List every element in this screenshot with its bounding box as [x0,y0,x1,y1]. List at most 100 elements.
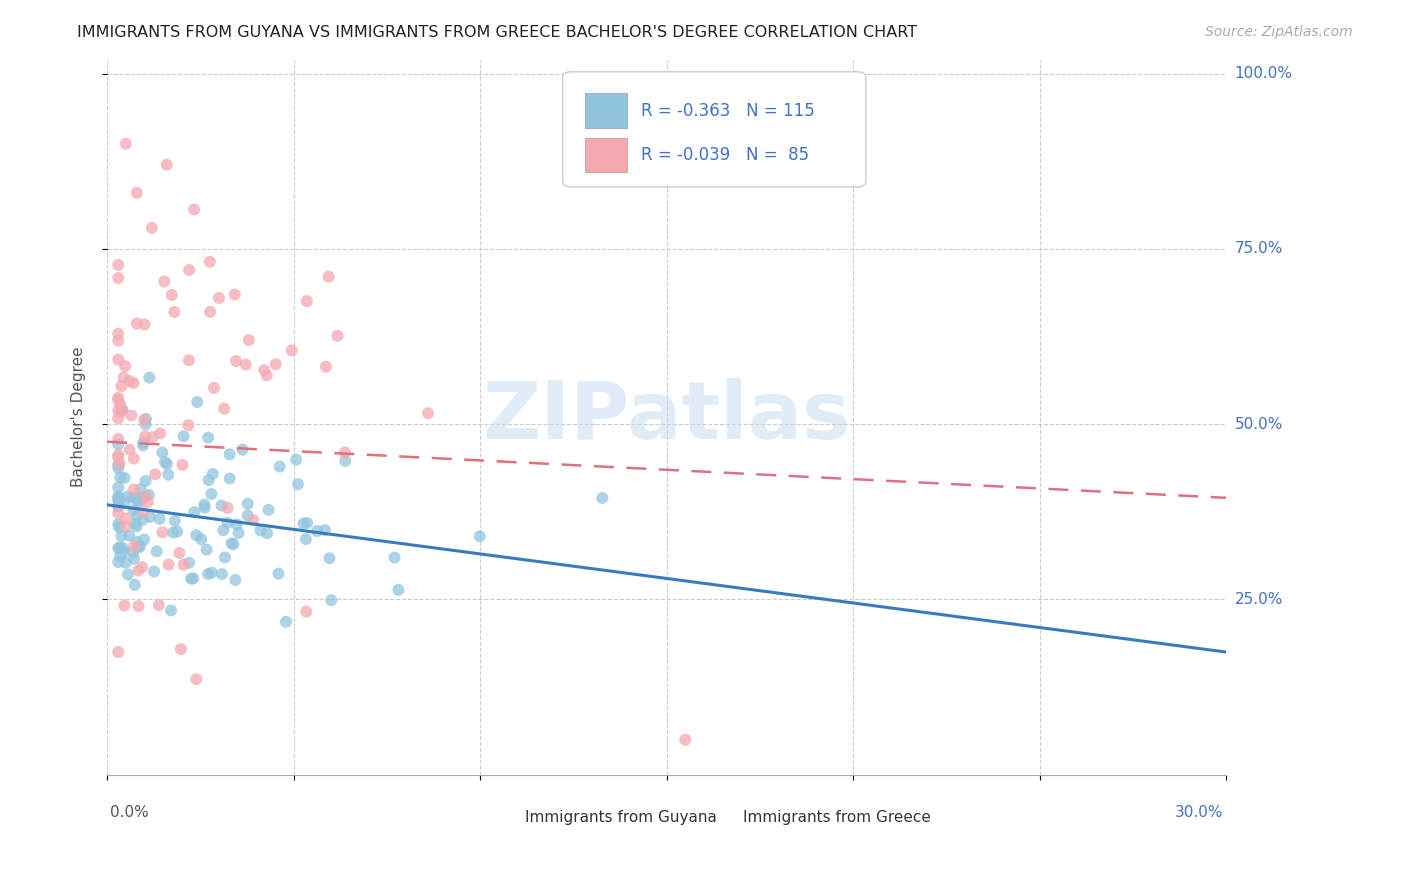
Point [125,186,148,200]
Point [107,411,129,425]
Point [208,291,231,305]
Point [242,513,264,527]
Point [198,254,221,268]
Point [280,343,302,358]
Point [416,406,439,420]
FancyBboxPatch shape [711,798,737,821]
Point [177,418,200,433]
Point [127,508,149,523]
Point [197,473,219,487]
Text: R = -0.363   N = 115: R = -0.363 N = 115 [641,102,814,120]
Point [122,491,145,505]
Point [107,555,129,569]
Point [107,393,129,408]
Point [134,318,156,332]
Point [138,370,160,384]
Point [222,537,245,551]
Point [236,508,259,523]
Point [295,516,318,530]
Point [114,496,136,510]
Point [134,533,156,547]
Point [169,546,191,560]
Point [228,526,250,541]
Point [131,560,153,574]
Point [118,528,141,542]
Point [218,447,240,461]
Point [238,333,260,347]
Point [122,451,145,466]
Point [292,516,315,531]
Point [135,412,157,426]
Point [186,395,208,409]
Point [202,381,225,395]
Point [114,519,136,533]
Point [180,572,202,586]
Point [211,567,233,582]
Point [201,467,224,481]
Point [108,549,131,563]
Point [129,540,152,554]
Point [249,524,271,538]
Point [135,417,157,432]
Point [125,519,148,533]
Point [333,445,356,459]
Point [148,598,170,612]
Text: Immigrants from Greece: Immigrants from Greece [742,810,931,825]
Point [269,459,291,474]
Point [136,495,159,509]
Point [194,500,217,515]
Point [127,541,149,555]
Text: 25.0%: 25.0% [1234,592,1282,607]
FancyBboxPatch shape [585,138,627,172]
Point [152,525,174,540]
Point [177,353,200,368]
Point [134,489,156,503]
Point [139,509,162,524]
Point [287,477,309,491]
Point [145,544,167,558]
Point [107,461,129,475]
Point [274,615,297,629]
Point [224,573,246,587]
Point [112,599,135,613]
Point [143,565,166,579]
Point [110,529,132,543]
Point [107,352,129,367]
Point [193,498,215,512]
Point [125,317,148,331]
Point [197,566,219,581]
Point [135,474,157,488]
Point [591,491,613,505]
Point [314,523,336,537]
Point [131,513,153,527]
Point [149,512,172,526]
Point [172,458,194,472]
Point [114,359,136,374]
Point [179,263,201,277]
Point [111,541,134,555]
Point [315,359,337,374]
Point [118,442,141,457]
Point [225,354,247,368]
Point [163,514,186,528]
Point [190,533,212,547]
Point [127,493,149,508]
Point [124,578,146,592]
Point [108,541,131,555]
Point [107,491,129,505]
Point [107,326,129,341]
Point [183,202,205,217]
Point [201,566,224,580]
Text: 75.0%: 75.0% [1234,242,1282,256]
Point [122,483,145,497]
Point [295,605,318,619]
Point [111,404,134,418]
Point [335,454,357,468]
Point [212,401,235,416]
Point [162,525,184,540]
Point [186,672,208,686]
Point [107,517,129,532]
Point [107,493,129,508]
Text: 0.0%: 0.0% [110,805,149,821]
Point [387,582,409,597]
